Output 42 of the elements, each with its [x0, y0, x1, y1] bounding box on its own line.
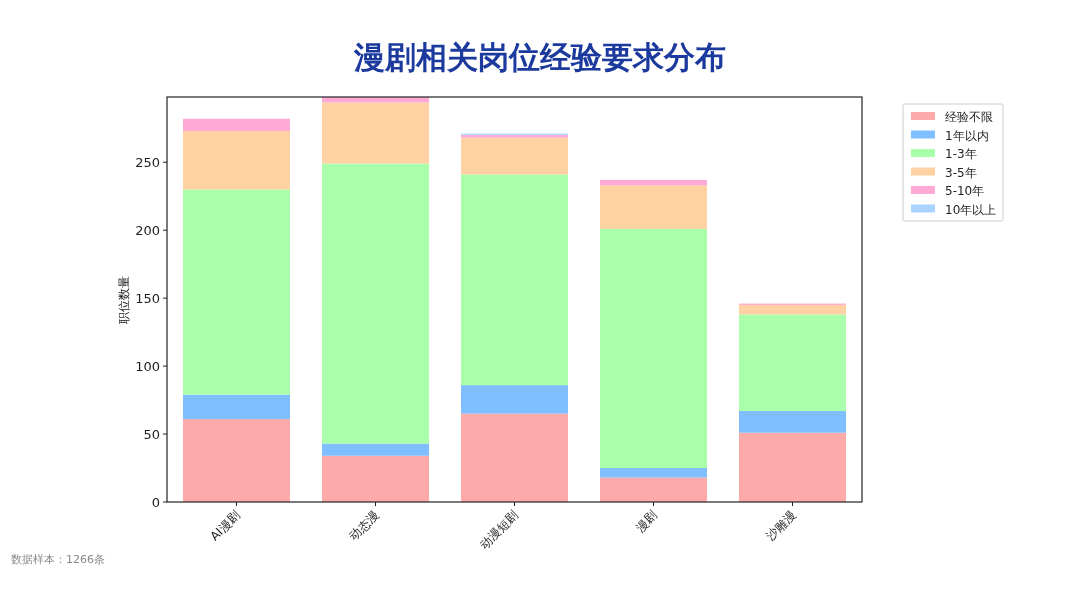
bar: [321, 102, 430, 164]
bar: [460, 385, 569, 414]
bar: [182, 118, 291, 131]
bar: [321, 443, 430, 456]
chart-title: 漫剧相关岗位经验要求分布: [353, 39, 726, 75]
x-tick-label: 动态漫: [346, 508, 382, 544]
bar: [738, 314, 847, 411]
x-tick-label: 动漫短剧: [476, 508, 521, 553]
bar: [599, 179, 708, 186]
bar: [182, 394, 291, 420]
y-tick-label: 0: [151, 494, 160, 510]
y-tick-label: 150: [135, 290, 160, 306]
legend-label: 3-5年: [945, 165, 977, 180]
bar: [182, 130, 291, 190]
bar: [599, 477, 708, 502]
x-tick-label: AI漫剧: [207, 508, 243, 544]
x-tick-label: 漫剧: [632, 508, 660, 536]
bar: [182, 189, 291, 395]
bar: [321, 455, 430, 502]
legend-label: 1-3年: [945, 147, 977, 161]
text: 数据样本：1266条: [11, 553, 105, 566]
y-tick-label: 250: [135, 154, 160, 170]
legend-label: 1年以内: [945, 128, 989, 143]
y-tick-label: 100: [135, 358, 160, 374]
bar: [738, 432, 847, 502]
y-tick-label: 200: [135, 222, 160, 238]
legend-label: 10年以上: [945, 202, 997, 217]
bar: [599, 185, 708, 229]
bar: [321, 163, 430, 444]
y-tick-label: 50: [143, 426, 160, 442]
bar: [599, 228, 708, 469]
bar: [182, 419, 291, 502]
bar: [460, 174, 569, 386]
legend-label: 5-10年: [945, 184, 985, 198]
bar: [460, 137, 569, 175]
x-tick-label: 沙雕漫: [763, 508, 799, 544]
bar: [460, 413, 569, 502]
legend-label: 经验不限: [945, 110, 993, 124]
y-axis-title: 职位数量: [117, 275, 131, 324]
bar: [738, 304, 847, 315]
bar: [738, 410, 847, 433]
bar: [599, 468, 708, 478]
